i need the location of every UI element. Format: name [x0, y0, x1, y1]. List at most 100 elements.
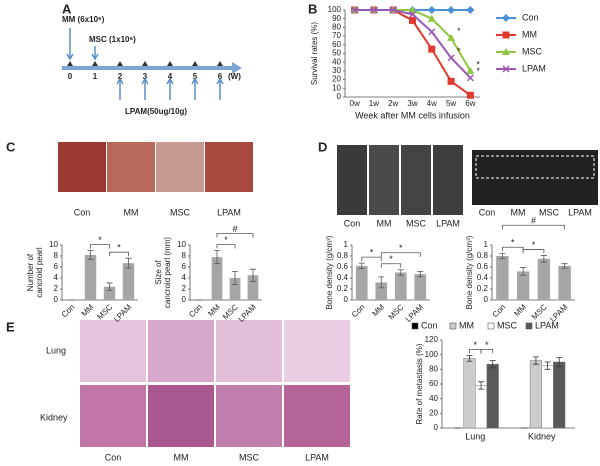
point	[428, 45, 436, 53]
x-tick-label: Con	[350, 303, 367, 320]
y-tick-label: 10	[177, 240, 186, 249]
photo	[216, 320, 282, 382]
y-axis-label: cancroid pearl (mm)	[163, 237, 172, 308]
y-tick-label: 0.4	[337, 273, 349, 282]
bar	[122, 263, 135, 300]
error-bar	[540, 255, 547, 263]
timeline-arrowhead	[232, 62, 242, 74]
week-unit: (W)	[228, 72, 241, 81]
significance-bracket	[469, 349, 482, 354]
bar	[414, 274, 427, 300]
y-tick-label: 0	[182, 295, 187, 304]
legend-label: MSC	[522, 46, 543, 56]
bar	[537, 258, 551, 300]
point	[351, 6, 359, 14]
legend-swatch	[487, 322, 495, 330]
mm-arrow	[66, 28, 74, 61]
week-label: 3	[143, 72, 148, 81]
lpam-arrow	[141, 77, 149, 100]
week-marker	[92, 61, 98, 66]
photo	[148, 320, 214, 382]
msc-label: MSC (1x10⁶)	[89, 35, 136, 44]
point	[427, 14, 436, 22]
legend-label: MM	[522, 29, 537, 39]
y-tick-label: 2	[54, 284, 59, 293]
bar	[541, 365, 554, 429]
y-axis-label: Bone density (g/cm³)	[325, 235, 334, 309]
point	[447, 54, 455, 62]
error-bar	[378, 276, 385, 289]
y-tick-label: 1	[344, 240, 349, 249]
bar	[463, 358, 476, 429]
point	[447, 33, 456, 41]
bar	[558, 265, 571, 300]
panel-letter: A	[62, 1, 72, 16]
significance-label: *	[476, 59, 480, 69]
y-tick-label: 10	[332, 83, 341, 92]
photo	[80, 320, 146, 382]
mm-label: MM (6x10⁶)	[62, 15, 105, 24]
y-tick-label: 6	[54, 262, 59, 271]
week-marker	[142, 61, 148, 66]
y-tick-label: 8	[54, 251, 59, 260]
significance-label: *	[98, 235, 102, 245]
legend-swatch	[449, 322, 457, 330]
y-tick-label: 60	[429, 379, 438, 388]
significance-label: *	[511, 238, 515, 248]
y-tick-label: 2	[182, 284, 187, 293]
error-bar	[466, 355, 473, 362]
significance-label: *	[370, 248, 374, 258]
panel-letter: E	[6, 319, 15, 334]
legend-marker	[502, 48, 510, 55]
photo-caption: MSC	[239, 452, 260, 462]
significance-bracket	[216, 244, 236, 249]
error-bar	[499, 252, 506, 260]
error-bar	[544, 361, 551, 370]
legend-label: MM	[459, 320, 474, 330]
error-bar	[232, 271, 238, 285]
point	[408, 10, 417, 18]
x-tick-label: Con	[60, 303, 77, 320]
significance-label: *	[224, 235, 228, 245]
bar	[211, 257, 223, 300]
y-tick-label: 0.2	[477, 284, 489, 293]
error-bar	[87, 250, 94, 260]
legend-label: MSC	[497, 320, 518, 330]
legend-label: Con	[421, 320, 438, 330]
y-tick-label: 0.6	[477, 262, 489, 271]
bar	[375, 282, 388, 300]
x-tick-label: Kidney	[528, 431, 556, 441]
photo-caption: MM	[377, 218, 392, 228]
x-tick-label: Con	[187, 303, 204, 320]
significance-label: *	[399, 243, 403, 253]
x-tick-label: MM	[512, 302, 528, 318]
significance-bracket	[90, 244, 110, 249]
significance-bracket	[216, 233, 254, 238]
y-axis-label: Size of	[154, 260, 163, 285]
y-tick-label: 30	[332, 66, 341, 75]
significance-bracket	[361, 256, 382, 262]
bar	[475, 385, 488, 429]
week-marker	[117, 61, 123, 66]
x-tick-label: MM	[206, 302, 222, 318]
legend-label: LPAM	[535, 320, 559, 330]
x-tick-label: 0w	[350, 99, 360, 108]
y-axis-label: Rate of metastasis (%)	[415, 343, 424, 424]
significance-bracket	[501, 224, 566, 230]
week-label: 2	[118, 72, 123, 81]
y-tick-label: 0	[344, 295, 349, 304]
photo-caption: MM	[511, 207, 526, 217]
y-tick-label: 0	[337, 92, 342, 101]
bar	[553, 361, 566, 429]
y-tick-label: 0.6	[337, 262, 349, 271]
x-tick-label: MSC	[387, 302, 406, 321]
panel-letter: B	[308, 1, 317, 16]
legend-label: Con	[522, 12, 539, 22]
significance-label: *	[532, 240, 536, 250]
lpam-arrow	[166, 77, 174, 100]
y-tick-label: 80	[429, 364, 438, 373]
photo-caption: Con	[74, 207, 91, 217]
y-tick-label: 40	[332, 57, 341, 66]
legend-marker	[502, 65, 510, 73]
